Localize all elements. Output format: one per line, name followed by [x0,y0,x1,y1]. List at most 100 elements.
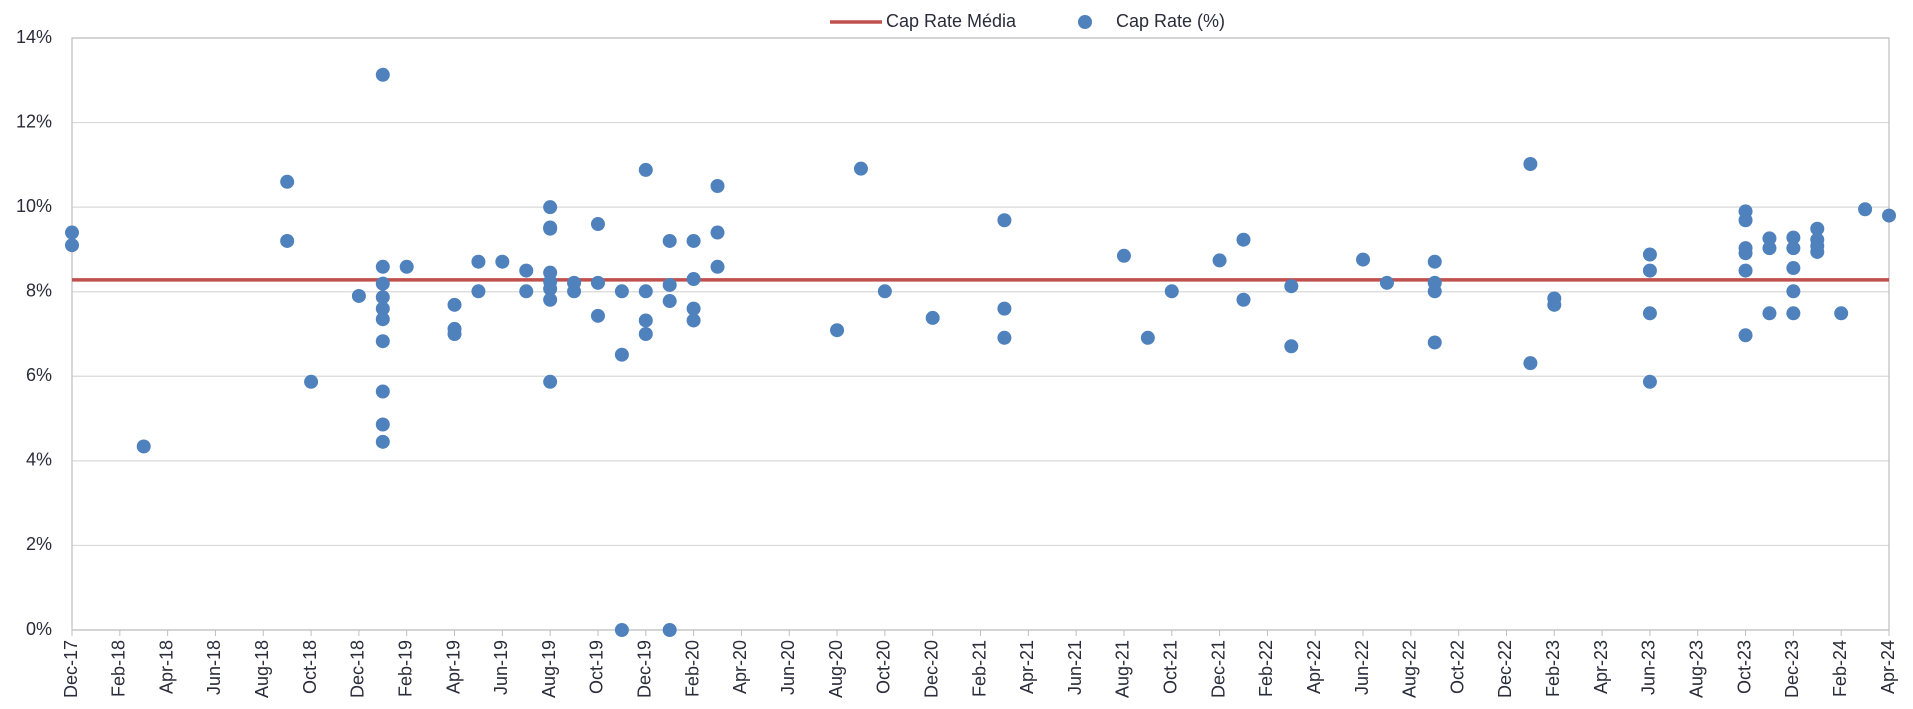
data-point [662,623,677,637]
data-point [1212,253,1227,268]
data-point [686,301,701,316]
x-tick-label: Dec-22 [1495,640,1515,698]
legend-marker [1078,15,1092,29]
data-point [853,161,868,176]
x-tick-label: Jun-20 [778,640,798,695]
x-tick-label: Dec-23 [1782,640,1802,698]
data-point [136,439,151,454]
data-point [375,334,390,349]
x-tick-label: Feb-21 [969,640,989,697]
data-point [590,308,605,323]
x-tick-label: Jun-18 [204,640,224,695]
data-point [662,277,677,292]
data-point [1882,208,1896,223]
data-point [375,276,390,291]
x-tick-label: Aug-23 [1686,640,1706,698]
x-tick-label: Apr-19 [443,640,463,694]
data-point [375,259,390,274]
data-point [375,434,390,449]
x-tick-label: Oct-19 [587,640,607,694]
x-tick-label: Feb-19 [395,640,415,697]
data-point [1523,356,1538,371]
data-point [925,310,940,325]
x-tick-label: Jun-22 [1352,640,1372,695]
data-point [710,225,725,240]
y-tick-label: 14% [16,27,52,47]
data-point [997,213,1012,228]
data-point [1642,263,1657,278]
x-tick-label: Dec-18 [348,640,368,698]
data-point [1140,330,1155,345]
legend-label: Cap Rate Média [886,11,1017,31]
data-point [1236,232,1251,247]
data-point [543,292,558,307]
data-point [638,313,653,328]
data-point [997,330,1012,345]
data-point [1356,252,1371,267]
data-point [471,254,486,269]
x-tick-label: Jun-23 [1639,640,1659,695]
data-point [447,297,462,312]
data-point [471,284,486,299]
data-point [1284,339,1299,354]
legend: Cap Rate Média Cap Rate (%) [830,11,1225,31]
data-point [710,259,725,274]
data-point [710,179,725,193]
y-tick-label: 2% [26,534,52,554]
x-tick-label: Oct-23 [1734,640,1754,694]
data-point [1236,292,1251,307]
data-point [877,284,892,299]
data-point [1642,374,1657,389]
y-tick-label: 0% [26,619,52,639]
data-point [1738,213,1753,228]
x-tick-label: Dec-21 [1208,640,1228,698]
data-point [1786,284,1801,299]
data-point [1284,279,1299,294]
x-tick-label: Apr-23 [1591,640,1611,694]
data-point [1762,306,1777,321]
data-point [65,225,79,240]
data-point [686,233,701,248]
data-point [1547,297,1562,312]
x-tick-label: Dec-19 [635,640,655,698]
x-tick-label: Jun-21 [1065,640,1085,695]
data-point [1810,244,1825,259]
data-point [997,301,1012,316]
data-point [1834,306,1849,321]
x-tick-label: Feb-22 [1256,640,1276,697]
data-point [375,67,390,82]
data-point [1427,254,1442,269]
data-point [1116,248,1131,263]
x-tick-label: Apr-21 [1017,640,1037,694]
data-point [1786,261,1801,276]
data-point [375,384,390,399]
data-point [1738,246,1753,261]
x-tick-label: Aug-22 [1400,640,1420,698]
data-point [614,284,629,299]
data-point [686,272,701,287]
x-tick-label: Jun-19 [491,640,511,695]
data-point [375,312,390,327]
data-point [65,238,79,253]
data-point [1738,263,1753,278]
data-point [614,347,629,362]
data-point [686,313,701,328]
data-point [543,374,558,389]
x-tick-label: Aug-18 [252,640,272,698]
data-point [375,290,390,305]
data-point [1642,247,1657,262]
data-point [304,374,319,389]
data-point [375,301,390,316]
data-point [375,417,390,432]
x-tick-label: Apr-20 [730,640,750,694]
x-tick-label: Oct-20 [874,640,894,694]
x-tick-label: Feb-18 [109,640,129,697]
x-tick-label: Apr-18 [156,640,176,694]
data-point [1786,230,1801,245]
data-point [1786,241,1801,256]
data-point [590,217,605,232]
data-point [280,174,295,189]
data-point [519,263,534,278]
x-tick-label: Feb-24 [1830,640,1850,697]
data-point [614,623,629,637]
